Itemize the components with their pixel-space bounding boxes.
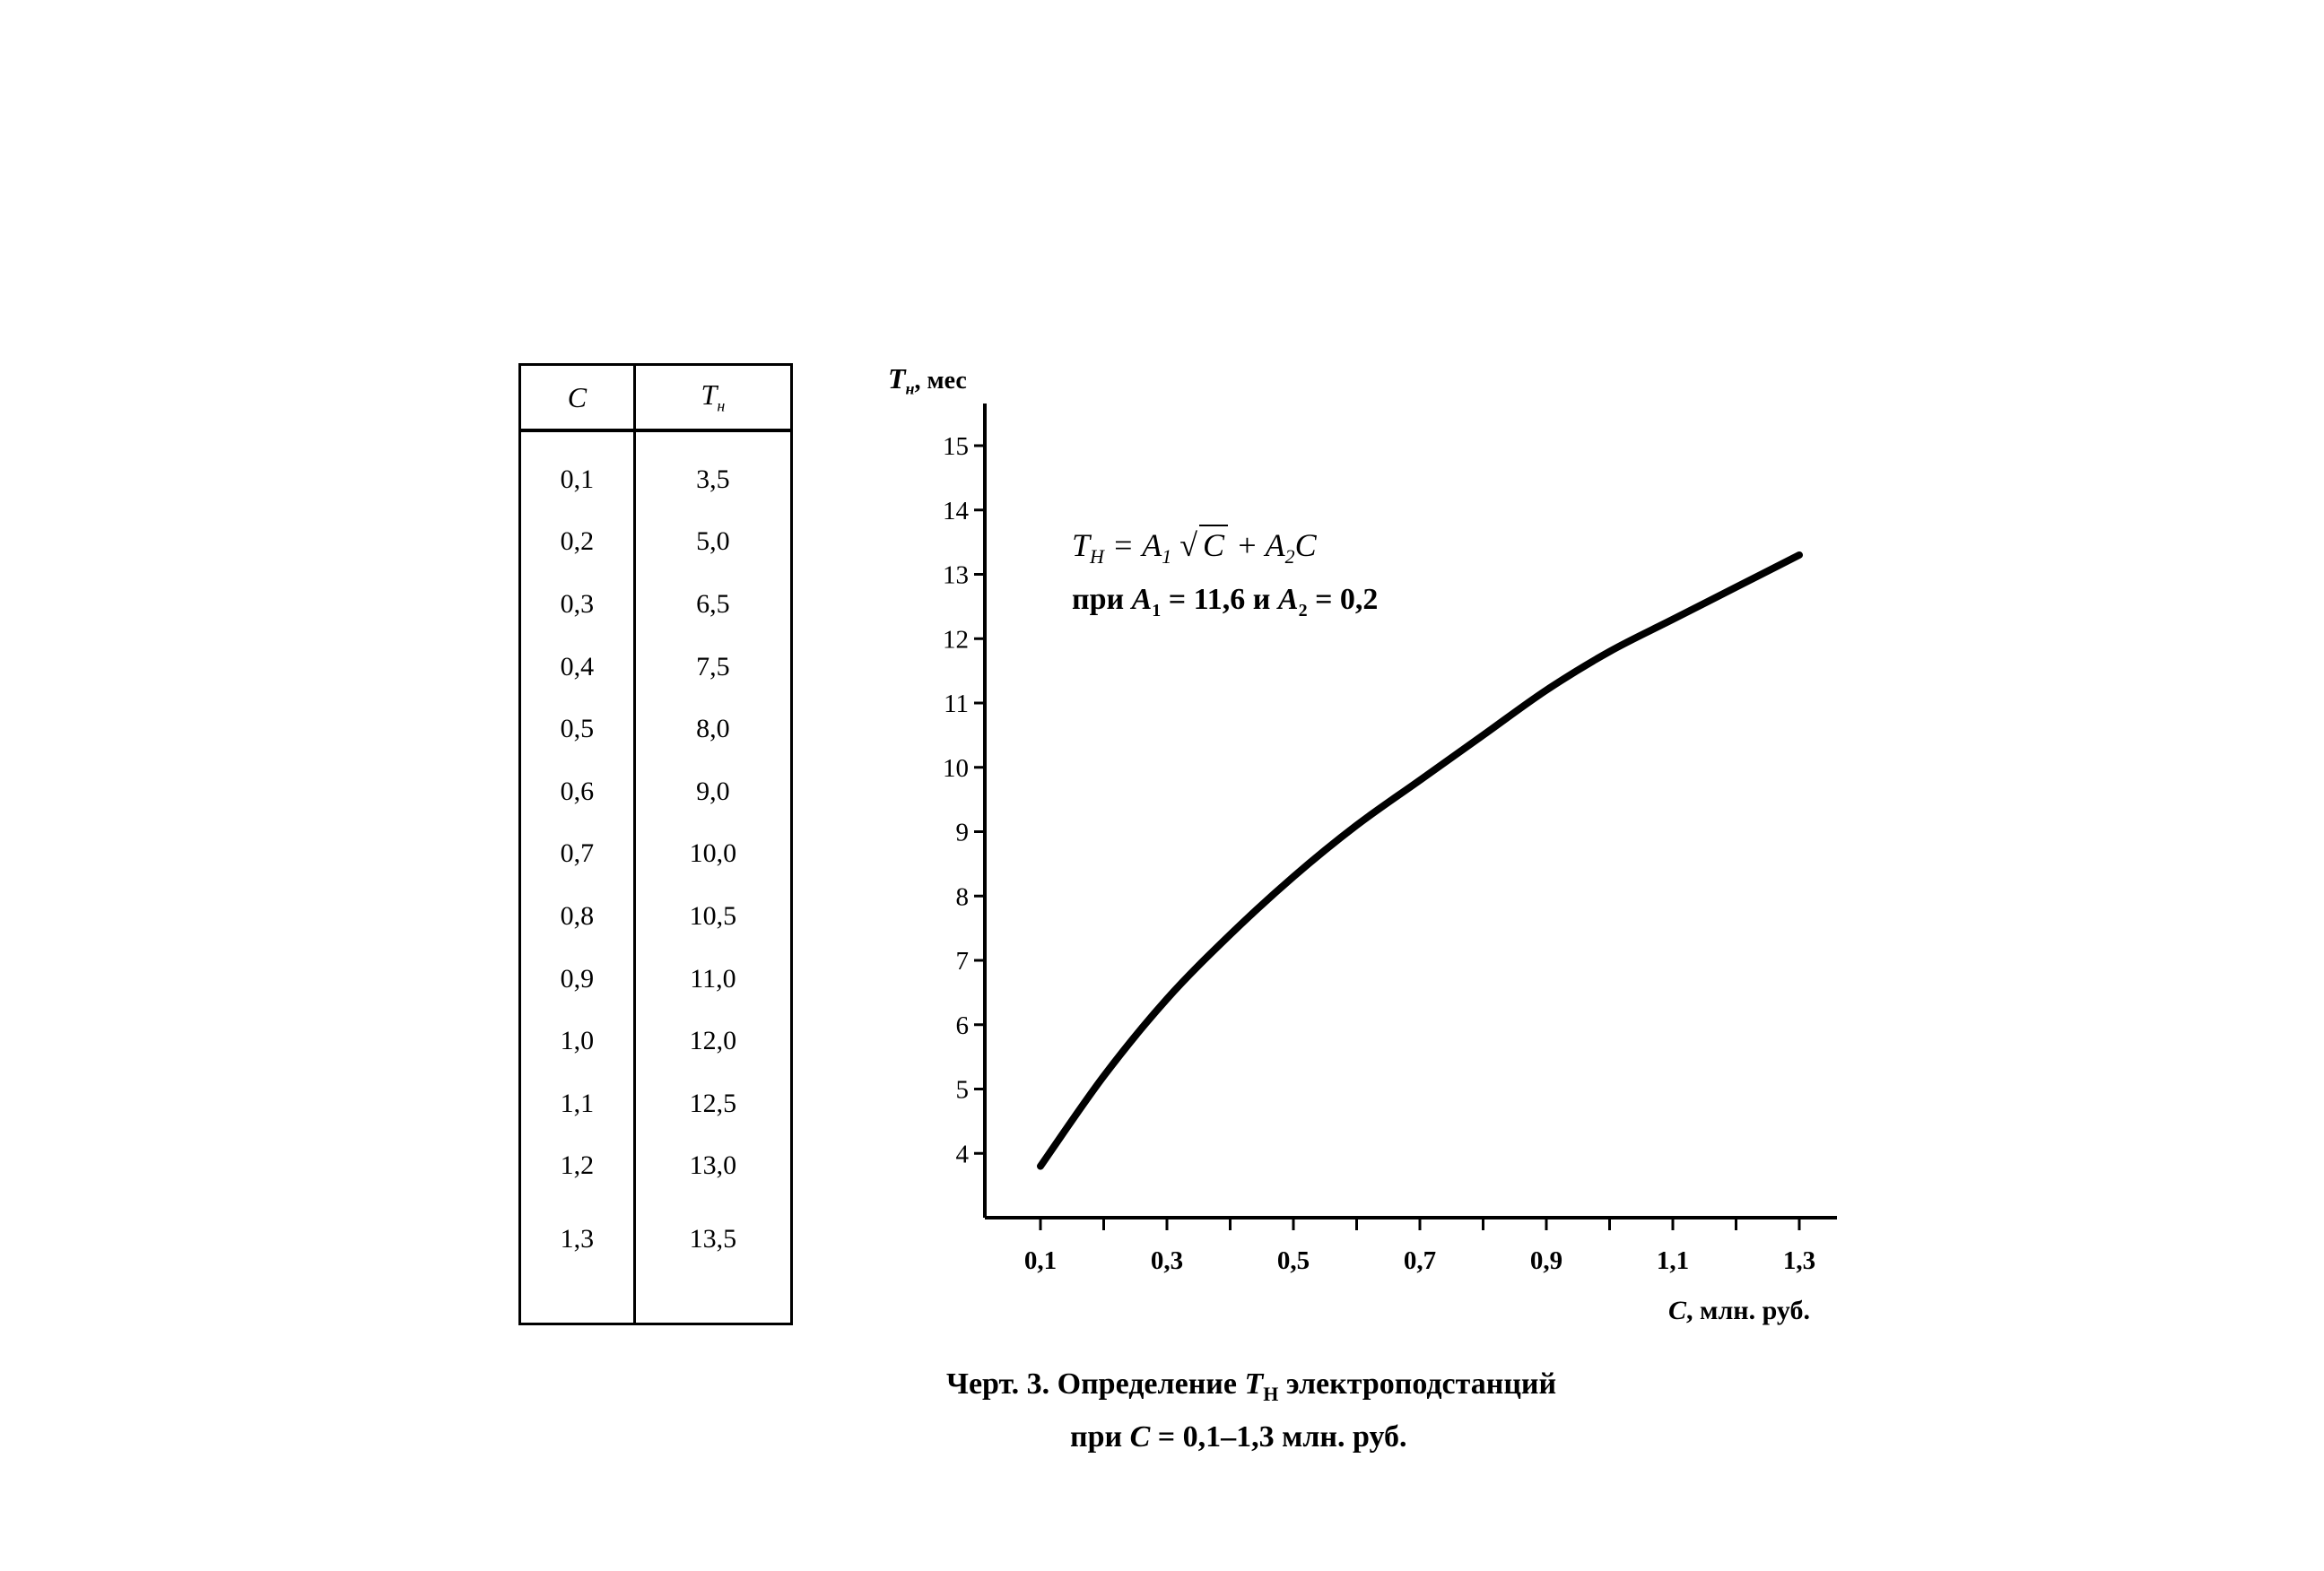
x-tick-label: 0,7 (1404, 1246, 1436, 1275)
c-cell: 0,3 (560, 588, 595, 619)
value-table: C Tн 0,1 3,5 0,2 5,0 0,3 6,5 0,4 7,5 0,5 8,0 0,6 9,… (518, 363, 793, 1326)
t-cell: 13,0 (632, 1134, 792, 1198)
figure-caption: Черт. 3. Определение TН электроподстанци… (946, 1363, 1556, 1459)
c-cell: 0,2 (560, 526, 595, 557)
c-cell: 1,2 (560, 1150, 595, 1181)
formula-params: при A1 = 11,6 и A2 = 0,2 (1072, 583, 1379, 621)
y-tick-label: 12 (943, 625, 969, 654)
c-cell: 0,9 (560, 963, 595, 994)
x-tick-label: 1,1 (1657, 1246, 1689, 1275)
caption-line-1: Черт. 3. Определение TН электроподстанци… (946, 1367, 1557, 1405)
series-line (1037, 551, 1803, 1170)
table-row: 0,9 11,0 (520, 947, 792, 1011)
table-row: 0,3 6,5 (520, 573, 792, 636)
t-cell: 8,0 (632, 698, 792, 760)
t-cell: 13,5 (632, 1197, 792, 1324)
table-header-row: C Tн (519, 364, 792, 432)
table-row: 0,7 10,0 (520, 822, 792, 886)
c-cell: 1,1 (560, 1088, 595, 1118)
t-cell: 9,0 (632, 759, 792, 823)
table-row: 0,4 7,5 (520, 635, 792, 699)
t-cell: 12,5 (632, 1072, 792, 1135)
table-row: 1,3 13,5 (520, 1197, 792, 1324)
x-axis-title: C, млн. руб. (1668, 1296, 1810, 1325)
c-cell: 1,3 (560, 1224, 595, 1254)
y-tick-label: 13 (943, 561, 969, 590)
y-tick-label: 11 (944, 690, 969, 718)
y-tick-label: 7 (956, 947, 970, 976)
x-tick-label: 0,3 (1151, 1246, 1183, 1275)
header-t: Tн (632, 364, 792, 432)
t-cell: 10,5 (632, 885, 792, 948)
t-cell: 11,0 (632, 947, 792, 1011)
x-tick-label: 0,1 (1024, 1246, 1057, 1275)
y-tick-label: 9 (956, 819, 970, 847)
y-tick-label: 15 (943, 432, 969, 461)
c-cell: 0,8 (560, 900, 595, 931)
y-tick-label: 10 (943, 754, 969, 783)
c-cell: 0,4 (560, 651, 595, 681)
c-cell: 0,7 (560, 838, 595, 869)
table-row: 0,1 3,5 (520, 430, 792, 511)
table-body: 0,1 3,5 0,2 5,0 0,3 6,5 0,4 7,5 0,5 8,0 0,6 9,0 0,7 1… (520, 430, 792, 1324)
caption-line-2: при C = 0,1–1,3 млн. руб. (1070, 1419, 1407, 1454)
axes (983, 404, 1837, 1219)
t-cell: 3,5 (632, 430, 792, 511)
table-row: 1,2 13,0 (520, 1134, 792, 1198)
x-tick-label: 0,5 (1277, 1246, 1310, 1275)
tick-labels: 4 5 6 7 8 9 10 11 12 13 14 15 0,1 0,3 0,5 0,7 0,9 1,1 1,3 (943, 432, 1815, 1275)
x-tick-label: 1,3 (1783, 1246, 1815, 1275)
x-tick-label: 0,9 (1530, 1246, 1562, 1275)
t-cell: 10,0 (632, 822, 792, 886)
t-cell: 12,0 (632, 1010, 792, 1072)
ticks (974, 444, 1801, 1230)
header-c: C (519, 364, 635, 432)
table-row: 1,1 12,5 (520, 1072, 792, 1135)
c-cell: 0,5 (560, 714, 595, 744)
y-tick-label: 6 (956, 1011, 970, 1040)
table-row: 0,2 5,0 (520, 510, 792, 574)
table-row: 0,5 8,0 (520, 698, 792, 760)
y-tick-label: 4 (956, 1140, 970, 1168)
table-row: 1,0 12,0 (520, 1010, 792, 1072)
c-cell: 1,0 (560, 1026, 595, 1056)
t-cell: 6,5 (632, 573, 792, 636)
c-cell: 0,1 (560, 464, 595, 494)
series (1037, 551, 1803, 1170)
y-tick-label: 5 (956, 1076, 970, 1105)
c-cell: 0,6 (560, 776, 595, 806)
y-axis-title: Tн, мес (888, 362, 967, 398)
y-tick-label: 14 (943, 497, 970, 525)
y-tick-label: 8 (956, 882, 970, 911)
t-cell: 5,0 (632, 510, 792, 574)
formula: TН = A1 √ C + A2C (1072, 525, 1317, 569)
table-row: 0,6 9,0 (520, 759, 792, 823)
table-row: 0,8 10,5 (520, 885, 792, 948)
t-cell: 7,5 (632, 635, 792, 699)
